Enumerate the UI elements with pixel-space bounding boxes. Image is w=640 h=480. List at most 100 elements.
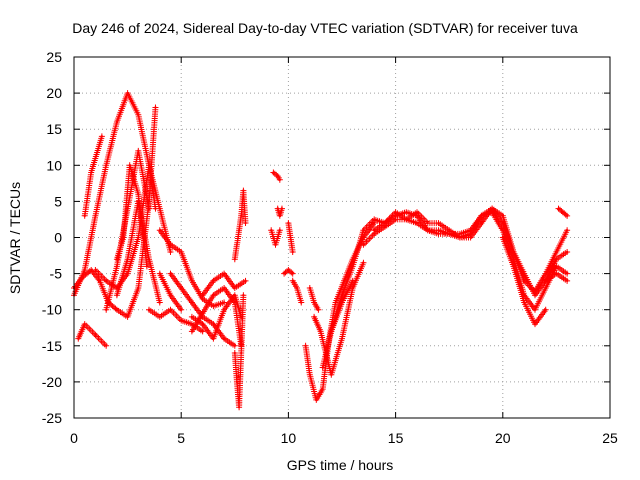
series-track-28 (328, 205, 571, 335)
y-tick-label: -15 (42, 338, 62, 354)
data-point (501, 214, 504, 218)
data-point (201, 312, 204, 315)
data-point (212, 279, 215, 283)
data-point (147, 257, 151, 261)
x-tick-label: 0 (70, 430, 78, 446)
series-track-14 (188, 292, 245, 342)
series-markers (289, 277, 305, 306)
data-point (147, 207, 151, 210)
data-point (362, 243, 365, 246)
data-point (122, 236, 125, 239)
data-point (237, 229, 241, 232)
grid (74, 57, 610, 418)
data-point (362, 229, 365, 232)
data-point (415, 211, 419, 214)
data-point (533, 322, 537, 326)
x-tick-label: 10 (281, 430, 297, 446)
data-point (201, 330, 204, 333)
data-point (405, 211, 408, 214)
series-track-29 (360, 209, 571, 313)
data-point (126, 91, 129, 95)
data-point (561, 211, 565, 214)
data-point (278, 214, 282, 218)
data-point (469, 229, 472, 232)
series-track-32 (542, 270, 571, 284)
series-track-33 (555, 205, 571, 219)
data-point (169, 272, 172, 275)
series-markers (281, 267, 296, 277)
data-point (304, 344, 307, 347)
data-point (104, 344, 108, 347)
data-point (137, 286, 140, 290)
y-tick-label: 25 (46, 49, 62, 65)
data-point (533, 308, 537, 311)
chart-title: Day 246 of 2024, Sidereal Day-to-day VTE… (72, 20, 578, 36)
data-point (565, 279, 569, 283)
data-point (372, 229, 376, 232)
data-point (330, 330, 333, 333)
series-track-31 (499, 234, 549, 328)
data-point (308, 286, 312, 290)
data-point (317, 308, 320, 311)
data-point (128, 164, 131, 167)
data-point (287, 221, 290, 225)
data-point (334, 301, 337, 304)
data-point (158, 301, 161, 304)
data-point (426, 229, 429, 232)
data-point (437, 232, 440, 236)
data-point (98, 279, 101, 283)
data-point (154, 106, 157, 109)
series-track-18 (270, 169, 283, 183)
data-point (212, 304, 215, 308)
data-point (212, 294, 215, 297)
data-point (512, 250, 515, 254)
data-point (233, 257, 236, 261)
data-point (315, 398, 318, 402)
data-point (201, 322, 204, 326)
series-markers (306, 285, 322, 313)
data-point (235, 380, 239, 384)
y-tick-label: 15 (46, 121, 62, 137)
data-point (233, 344, 236, 347)
data-point (291, 279, 294, 283)
data-point (565, 229, 569, 232)
series-track-23 (289, 277, 305, 306)
series-track-17 (231, 187, 249, 263)
data-point (415, 214, 419, 218)
data-point (89, 268, 93, 272)
data-point (280, 207, 284, 210)
data-point (480, 221, 483, 225)
data-point (287, 268, 290, 272)
data-point (291, 250, 294, 254)
x-tick-label: 15 (388, 430, 404, 446)
data-point (237, 405, 241, 409)
x-axis-label: GPS time / hours (287, 457, 394, 473)
data-point (137, 200, 140, 203)
data-point (222, 272, 226, 275)
series-markers (231, 187, 249, 263)
data-series (71, 90, 571, 411)
data-point (126, 257, 129, 261)
data-point (190, 301, 194, 304)
data-point (362, 261, 365, 264)
data-point (201, 297, 204, 301)
data-point (104, 308, 108, 311)
data-point (115, 265, 119, 268)
data-point (240, 214, 243, 218)
data-point (351, 286, 354, 290)
series-track-12 (167, 270, 238, 349)
x-tick-label: 20 (495, 430, 511, 446)
data-point (544, 286, 547, 290)
data-point (180, 250, 183, 254)
series-track-21 (285, 220, 296, 255)
data-point (83, 268, 86, 272)
data-point (104, 279, 108, 283)
data-point (501, 229, 504, 232)
data-point (104, 164, 108, 167)
data-point (240, 351, 243, 355)
data-point (437, 221, 440, 225)
data-point (330, 373, 333, 376)
data-point (169, 294, 172, 297)
data-point (222, 337, 226, 340)
